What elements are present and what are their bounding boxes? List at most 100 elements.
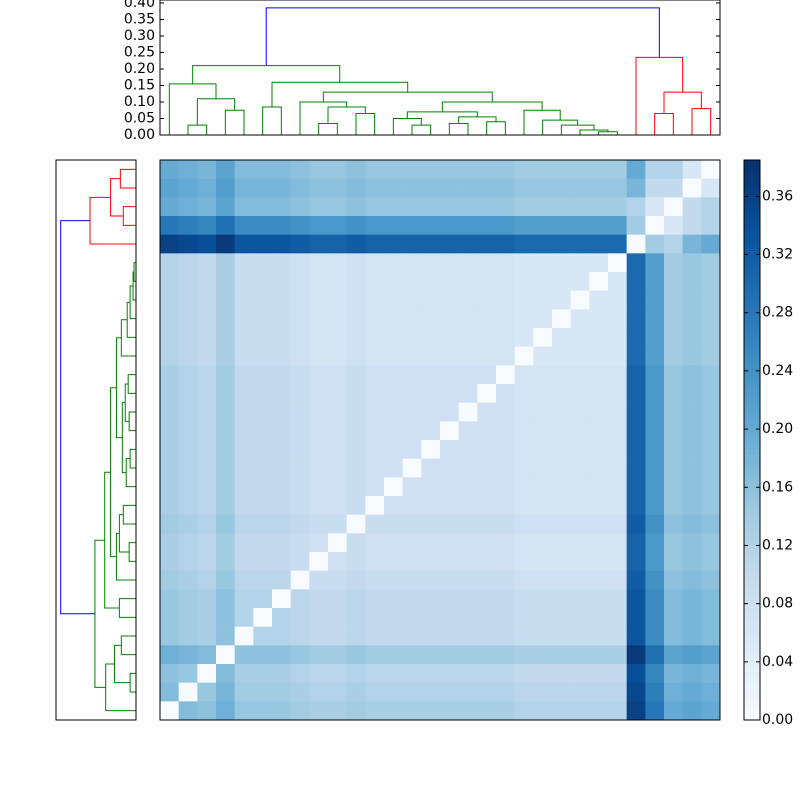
heatmap-cell xyxy=(496,290,515,310)
y-tick-label: 0.05 xyxy=(124,110,155,126)
heatmap-cell xyxy=(533,309,553,329)
heatmap-cell xyxy=(234,178,254,198)
heatmap-cell xyxy=(421,346,441,366)
heatmap-cell xyxy=(645,234,665,254)
heatmap-cell xyxy=(514,309,534,329)
heatmap-cell xyxy=(197,365,217,385)
heatmap-cell xyxy=(346,253,366,273)
heatmap-cell xyxy=(253,458,273,478)
heatmap-cell xyxy=(626,645,646,665)
heatmap-cell xyxy=(701,477,721,497)
y-tick-label: 0.15 xyxy=(124,77,155,93)
heatmap-cell xyxy=(440,645,459,665)
colorbar-segment xyxy=(744,514,760,520)
heatmap-cell xyxy=(197,309,217,329)
heatmap-cell xyxy=(440,384,459,403)
heatmap-cell xyxy=(626,514,646,534)
heatmap-cell xyxy=(234,533,254,553)
heatmap-cell xyxy=(496,272,515,291)
heatmap-cell xyxy=(626,589,646,609)
heatmap-cell xyxy=(178,234,198,254)
heatmap-cell xyxy=(570,253,590,273)
colorbar-segment xyxy=(744,220,760,226)
heatmap-cell xyxy=(421,514,441,534)
heatmap-cell xyxy=(440,402,459,422)
heatmap-cell xyxy=(496,384,515,403)
heatmap-cell xyxy=(402,328,422,347)
heatmap-cell xyxy=(160,589,179,609)
heatmap-cell xyxy=(384,234,403,254)
heatmap-cell xyxy=(160,664,179,683)
heatmap-cell xyxy=(346,645,366,665)
heatmap-cell xyxy=(253,309,273,329)
heatmap-cell xyxy=(346,421,366,441)
heatmap-cell xyxy=(496,216,515,235)
heatmap-cell xyxy=(402,514,422,534)
heatmap-cell xyxy=(701,533,721,553)
heatmap-cell xyxy=(346,328,366,347)
heatmap-cell xyxy=(440,365,459,385)
heatmap-cell xyxy=(664,216,683,235)
heatmap-cell xyxy=(626,234,646,254)
colorbar-segment xyxy=(744,342,760,348)
heatmap-cell xyxy=(365,570,385,590)
heatmap-cell xyxy=(346,234,366,254)
heatmap-cell xyxy=(234,328,254,347)
heatmap-cell xyxy=(216,160,235,179)
heatmap-cell xyxy=(216,234,235,254)
colorbar-segment xyxy=(744,314,760,320)
heatmap-cell xyxy=(570,533,590,553)
heatmap-cell xyxy=(402,664,422,683)
heatmap-cell xyxy=(272,589,291,609)
heatmap-cell xyxy=(701,290,721,310)
heatmap-cell xyxy=(664,365,683,385)
heatmap-cell xyxy=(216,402,235,422)
heatmap-cell xyxy=(552,328,571,347)
colorbar-segment xyxy=(744,430,760,436)
heatmap-cell xyxy=(365,309,385,329)
heatmap-cell xyxy=(477,328,497,347)
heatmap-cell xyxy=(402,458,422,478)
heatmap-cell xyxy=(346,570,366,590)
heatmap-cell xyxy=(160,290,179,310)
heatmap-cell xyxy=(253,608,273,627)
heatmap-cell xyxy=(570,552,590,571)
heatmap-cell xyxy=(272,384,291,403)
dendrogram-frame xyxy=(55,159,137,721)
heatmap-cell xyxy=(346,346,366,366)
heatmap-cell xyxy=(421,626,441,646)
heatmap-cell xyxy=(160,533,179,553)
heatmap-cell xyxy=(477,178,497,198)
colorbar-segment xyxy=(744,304,760,310)
heatmap-cell xyxy=(682,253,702,273)
heatmap-cell xyxy=(346,626,366,646)
heatmap-cell xyxy=(626,533,646,553)
heatmap-cell xyxy=(309,440,329,459)
heatmap-cell xyxy=(608,272,627,291)
heatmap-cell xyxy=(608,421,627,441)
heatmap-cell xyxy=(608,570,627,590)
heatmap-cell xyxy=(664,272,683,291)
heatmap-cell xyxy=(552,496,571,515)
heatmap-cell xyxy=(626,253,646,273)
heatmap-cell xyxy=(496,346,515,366)
heatmap-cell xyxy=(589,216,609,235)
heatmap-cell xyxy=(234,496,254,515)
heatmap-cell xyxy=(272,552,291,571)
heatmap-cell xyxy=(178,496,198,515)
heatmap-cell xyxy=(178,290,198,310)
heatmap-cell xyxy=(552,664,571,683)
heatmap-cell xyxy=(346,384,366,403)
heatmap-cell xyxy=(440,197,459,217)
heatmap-cell xyxy=(608,514,627,534)
colorbar-segment xyxy=(744,169,760,175)
heatmap-cell xyxy=(421,533,441,553)
heatmap-cell xyxy=(552,365,571,385)
heatmap-cell xyxy=(402,253,422,273)
heatmap-cell xyxy=(440,440,459,459)
heatmap-cell xyxy=(477,216,497,235)
colorbar-tick-label: 0.20 xyxy=(762,421,793,437)
heatmap-cell xyxy=(458,365,478,385)
heatmap-cell xyxy=(216,365,235,385)
